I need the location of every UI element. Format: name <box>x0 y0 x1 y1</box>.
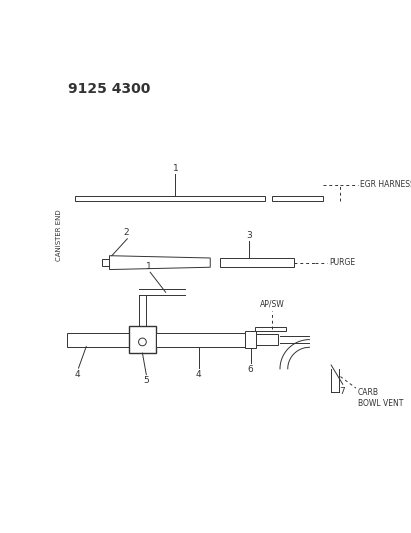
Text: 1: 1 <box>173 164 178 173</box>
Text: 6: 6 <box>248 365 254 374</box>
Bar <box>129 326 156 353</box>
Circle shape <box>139 338 146 346</box>
Text: 7: 7 <box>339 386 345 395</box>
Bar <box>156 333 245 346</box>
Text: 4: 4 <box>196 370 201 378</box>
Text: 1: 1 <box>146 262 152 271</box>
Bar <box>75 196 265 201</box>
Bar <box>256 334 278 345</box>
Bar <box>255 327 286 331</box>
Bar <box>245 331 256 348</box>
Text: 9125 4300: 9125 4300 <box>68 82 151 95</box>
Text: 5: 5 <box>143 376 149 385</box>
Text: CANISTER END: CANISTER END <box>56 210 62 262</box>
Text: 4: 4 <box>74 370 80 378</box>
Bar <box>67 333 129 346</box>
Text: PURGE: PURGE <box>329 258 355 267</box>
Text: EGR HARNESS: EGR HARNESS <box>360 180 411 189</box>
Text: 3: 3 <box>246 230 252 239</box>
Text: 2: 2 <box>123 228 129 237</box>
Bar <box>102 259 109 266</box>
Bar <box>220 258 294 267</box>
Text: CARB
BOWL VENT: CARB BOWL VENT <box>358 388 403 408</box>
Polygon shape <box>109 256 210 270</box>
Bar <box>272 196 323 201</box>
Text: AP/SW: AP/SW <box>260 299 285 308</box>
